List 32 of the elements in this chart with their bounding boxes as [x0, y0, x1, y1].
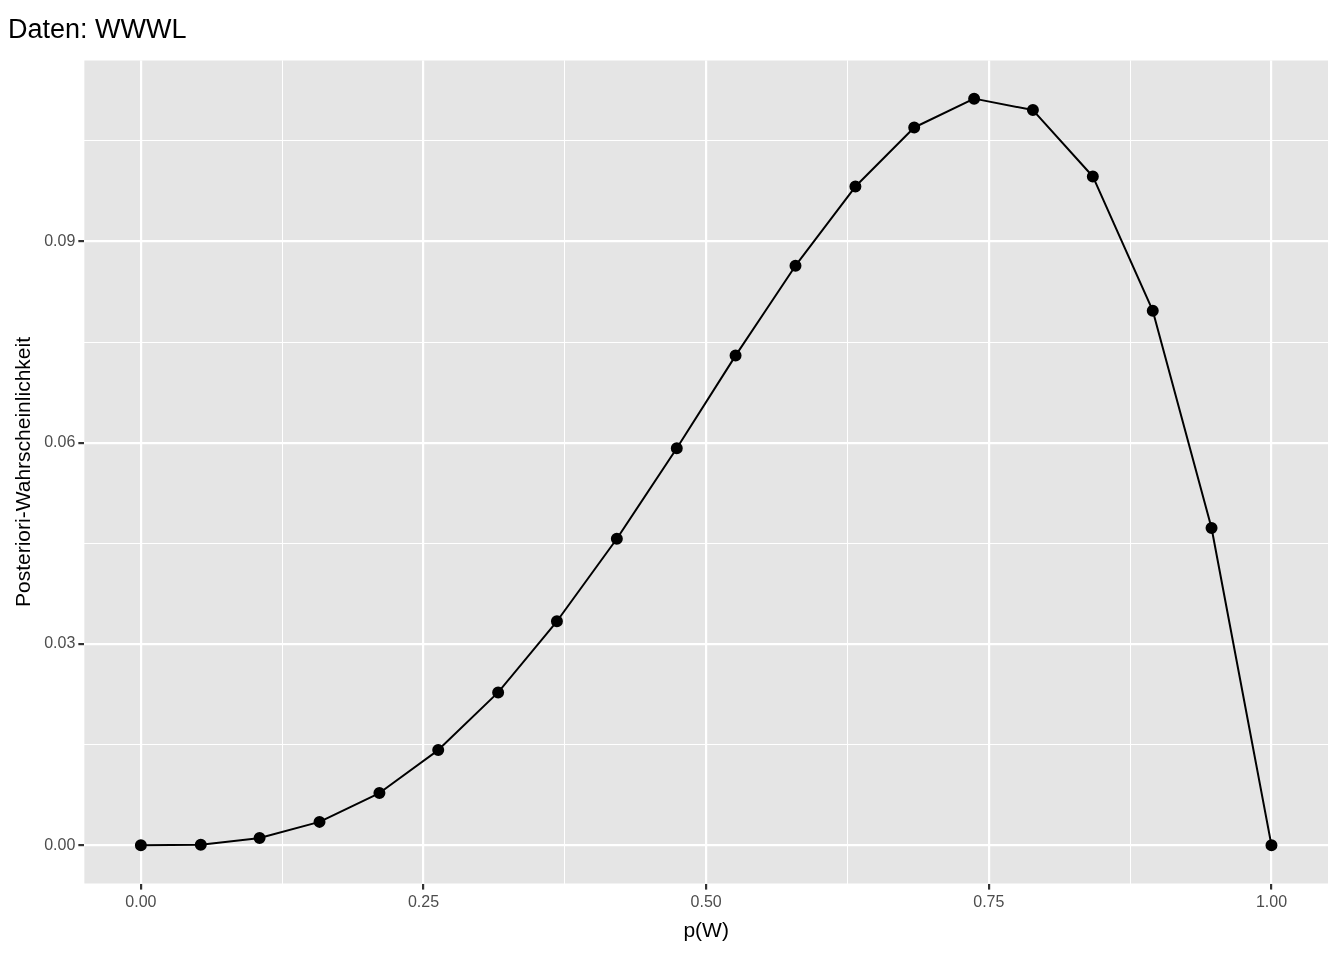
- point: [1146, 304, 1159, 317]
- point: [729, 349, 742, 362]
- x-tick-label: 1.00: [1255, 892, 1288, 910]
- point: [492, 686, 505, 699]
- y-tick-label: 0.09: [44, 231, 76, 249]
- chart-title: Daten: WWWL: [8, 13, 187, 44]
- point: [908, 121, 921, 134]
- x-tick-label: 0.25: [407, 892, 440, 910]
- point: [373, 787, 386, 800]
- point: [1086, 170, 1099, 183]
- point: [968, 92, 981, 105]
- point: [1205, 522, 1218, 535]
- point: [550, 615, 563, 628]
- point: [194, 838, 207, 851]
- y-tick-label: 0.00: [44, 835, 76, 853]
- x-tick-label: 0.75: [973, 892, 1005, 910]
- point: [1026, 104, 1039, 117]
- point: [1265, 839, 1278, 852]
- y-axis-title: Posteriori-Wahrscheinlichkeit: [11, 336, 35, 607]
- y-tick-label: 0.03: [44, 634, 76, 652]
- point: [313, 815, 326, 828]
- point: [670, 442, 683, 455]
- point: [610, 532, 623, 545]
- point: [432, 744, 445, 757]
- x-tick-label: 0.50: [690, 892, 722, 910]
- point: [789, 259, 802, 272]
- x-tick-label: 0.00: [125, 892, 157, 910]
- y-tick-label: 0.06: [44, 433, 76, 451]
- point: [849, 180, 862, 193]
- point: [253, 831, 266, 844]
- point: [134, 839, 147, 852]
- x-axis-title: p(W): [683, 918, 729, 942]
